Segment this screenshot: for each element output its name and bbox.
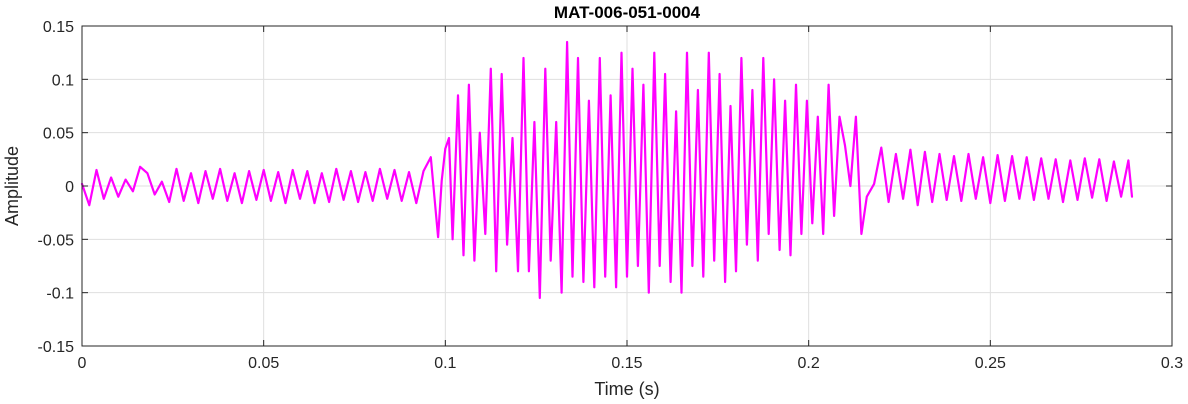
x-tick-label: 0.3 (1161, 355, 1183, 372)
ticks (81, 25, 1173, 347)
x-tick-label: 0.2 (798, 355, 820, 372)
y-tick-label: 0.1 (52, 72, 74, 89)
y-tick-label: -0.15 (38, 339, 75, 356)
x-tick-label: 0.15 (611, 355, 642, 372)
x-tick-label: 0 (78, 355, 87, 372)
x-tick-label: 0.25 (975, 355, 1006, 372)
x-tick-labels: 0 0.05 0.1 0.15 0.2 0.25 0.3 (78, 355, 1184, 372)
x-axis-title: Time (s) (594, 379, 659, 399)
chart-title: MAT-006-051-0004 (554, 3, 701, 22)
y-tick-labels: -0.15 -0.1 -0.05 0 0.05 0.1 0.15 (38, 19, 75, 356)
y-tick-label: 0 (65, 179, 74, 196)
series-line (80, 40, 1134, 300)
x-tick-label: 0.05 (248, 355, 279, 372)
y-tick-label: 0.05 (43, 126, 74, 143)
x-tick-label: 0.1 (434, 355, 456, 372)
y-tick-label: 0.15 (43, 19, 74, 36)
series-layer (80, 40, 1134, 300)
y-tick-label: -0.1 (46, 286, 74, 303)
y-tick-label: -0.05 (38, 232, 75, 249)
y-axis-title: Amplitude (2, 146, 22, 226)
